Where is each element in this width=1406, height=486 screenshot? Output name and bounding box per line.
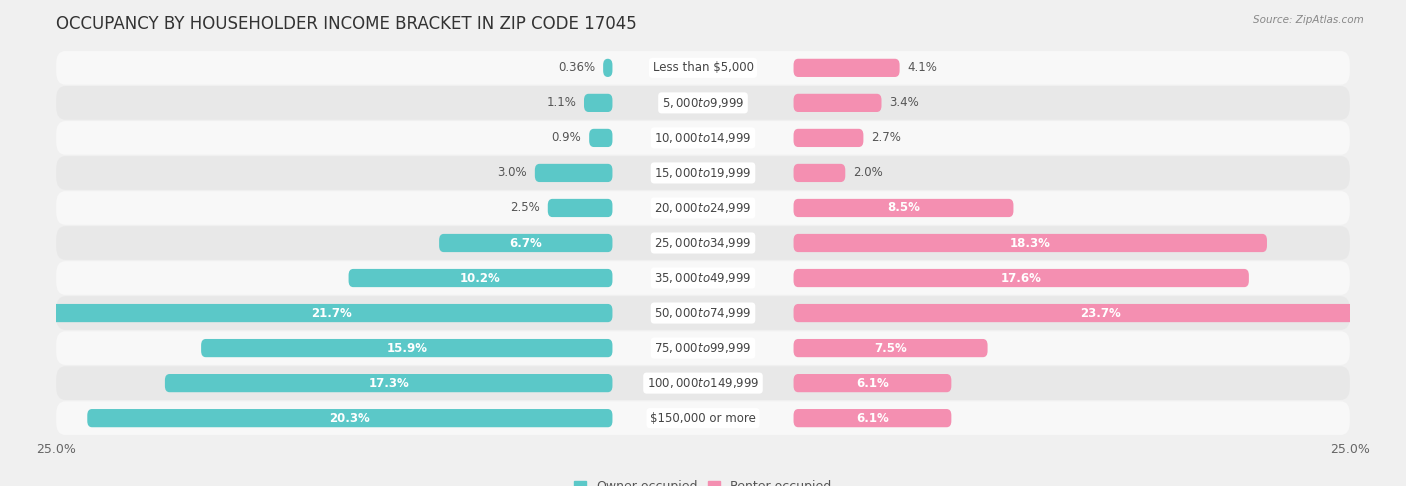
Text: 10.2%: 10.2% (460, 272, 501, 284)
Text: $15,000 to $19,999: $15,000 to $19,999 (654, 166, 752, 180)
FancyBboxPatch shape (793, 269, 1249, 287)
FancyBboxPatch shape (548, 199, 613, 217)
FancyBboxPatch shape (349, 269, 613, 287)
Text: $35,000 to $49,999: $35,000 to $49,999 (654, 271, 752, 285)
Text: OCCUPANCY BY HOUSEHOLDER INCOME BRACKET IN ZIP CODE 17045: OCCUPANCY BY HOUSEHOLDER INCOME BRACKET … (56, 15, 637, 33)
FancyBboxPatch shape (793, 199, 1014, 217)
Text: 21.7%: 21.7% (311, 307, 352, 320)
FancyBboxPatch shape (589, 129, 613, 147)
Text: $150,000 or more: $150,000 or more (650, 412, 756, 425)
Text: Less than $5,000: Less than $5,000 (652, 61, 754, 74)
FancyBboxPatch shape (56, 366, 1350, 400)
FancyBboxPatch shape (793, 59, 900, 77)
Text: 0.9%: 0.9% (551, 131, 582, 144)
Text: 4.1%: 4.1% (907, 61, 938, 74)
Text: $100,000 to $149,999: $100,000 to $149,999 (647, 376, 759, 390)
Text: 3.0%: 3.0% (498, 166, 527, 179)
Text: 17.6%: 17.6% (1001, 272, 1042, 284)
FancyBboxPatch shape (51, 304, 613, 322)
Text: 2.5%: 2.5% (510, 202, 540, 214)
Text: $10,000 to $14,999: $10,000 to $14,999 (654, 131, 752, 145)
Text: Source: ZipAtlas.com: Source: ZipAtlas.com (1253, 15, 1364, 25)
FancyBboxPatch shape (793, 304, 1406, 322)
Text: 1.1%: 1.1% (547, 96, 576, 109)
FancyBboxPatch shape (793, 409, 952, 427)
FancyBboxPatch shape (793, 129, 863, 147)
FancyBboxPatch shape (534, 164, 613, 182)
FancyBboxPatch shape (87, 409, 613, 427)
FancyBboxPatch shape (793, 164, 845, 182)
FancyBboxPatch shape (793, 374, 952, 392)
Text: 18.3%: 18.3% (1010, 237, 1050, 249)
FancyBboxPatch shape (56, 401, 1350, 435)
FancyBboxPatch shape (583, 94, 613, 112)
Text: 2.7%: 2.7% (872, 131, 901, 144)
FancyBboxPatch shape (56, 121, 1350, 155)
FancyBboxPatch shape (439, 234, 613, 252)
FancyBboxPatch shape (56, 51, 1350, 85)
FancyBboxPatch shape (56, 296, 1350, 330)
FancyBboxPatch shape (793, 339, 987, 357)
Text: $25,000 to $34,999: $25,000 to $34,999 (654, 236, 752, 250)
Text: 6.1%: 6.1% (856, 412, 889, 425)
Text: $5,000 to $9,999: $5,000 to $9,999 (662, 96, 744, 110)
FancyBboxPatch shape (603, 59, 613, 77)
Text: 3.4%: 3.4% (889, 96, 920, 109)
FancyBboxPatch shape (56, 156, 1350, 190)
FancyBboxPatch shape (793, 234, 1267, 252)
FancyBboxPatch shape (793, 94, 882, 112)
Text: $50,000 to $74,999: $50,000 to $74,999 (654, 306, 752, 320)
Legend: Owner-occupied, Renter-occupied: Owner-occupied, Renter-occupied (574, 480, 832, 486)
FancyBboxPatch shape (56, 86, 1350, 120)
FancyBboxPatch shape (201, 339, 613, 357)
FancyBboxPatch shape (165, 374, 613, 392)
FancyBboxPatch shape (56, 331, 1350, 365)
FancyBboxPatch shape (56, 191, 1350, 225)
Text: 7.5%: 7.5% (875, 342, 907, 355)
Text: 17.3%: 17.3% (368, 377, 409, 390)
Text: 20.3%: 20.3% (329, 412, 370, 425)
Text: 23.7%: 23.7% (1080, 307, 1121, 320)
Text: 8.5%: 8.5% (887, 202, 920, 214)
Text: $20,000 to $24,999: $20,000 to $24,999 (654, 201, 752, 215)
Text: 0.36%: 0.36% (558, 61, 595, 74)
Text: 6.1%: 6.1% (856, 377, 889, 390)
Text: 6.7%: 6.7% (509, 237, 543, 249)
FancyBboxPatch shape (56, 261, 1350, 295)
Text: 2.0%: 2.0% (853, 166, 883, 179)
Text: 15.9%: 15.9% (387, 342, 427, 355)
Text: $75,000 to $99,999: $75,000 to $99,999 (654, 341, 752, 355)
FancyBboxPatch shape (56, 226, 1350, 260)
